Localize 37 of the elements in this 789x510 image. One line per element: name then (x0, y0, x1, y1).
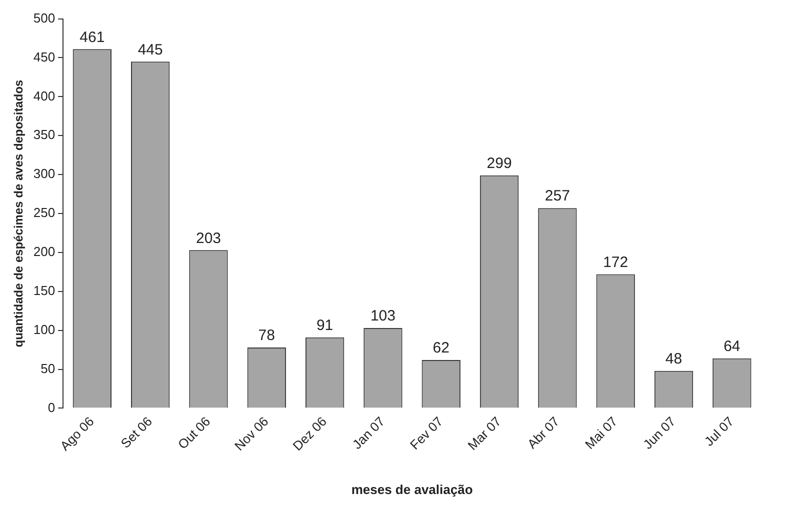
y-tick-label: 500 (33, 10, 56, 26)
data-label: 299 (486, 154, 512, 172)
data-label: 203 (196, 230, 222, 247)
data-label: 103 (370, 308, 396, 325)
data-label: 461 (80, 28, 105, 46)
x-tick-label: Fev 07 (407, 414, 446, 453)
y-tick-label: 450 (33, 49, 56, 64)
x-tick-label: Dez 06 (290, 414, 330, 454)
x-tick-label: Jul 07 (701, 414, 737, 449)
y-tick-label: 250 (33, 205, 56, 220)
x-tick-label: Set 06 (118, 414, 155, 451)
data-label: 91 (316, 317, 334, 334)
y-tick-label: 150 (33, 282, 56, 298)
x-tick-label: Out 06 (174, 414, 214, 452)
x-tick-label: Mar 07 (464, 414, 504, 454)
data-label: 445 (138, 41, 163, 58)
x-tick-label: Jun 07 (640, 414, 678, 452)
y-tick-label: 100 (33, 322, 56, 337)
x-tick-label: Mai 07 (582, 414, 620, 452)
y-tick-label: 50 (40, 360, 56, 376)
x-tick-label: Abr 07 (524, 414, 562, 452)
data-label: 48 (665, 350, 682, 368)
x-tick-label: Nov 06 (232, 414, 272, 454)
y-axis-title: quantidade de espécimes de aves depositados (12, 79, 26, 348)
data-label: 64 (724, 338, 740, 356)
y-tick-label: 350 (33, 127, 56, 142)
x-axis-title: meses de avaliação (351, 482, 473, 497)
y-tick-label: 300 (33, 166, 56, 182)
x-tick-label: Ago 06 (57, 414, 97, 454)
data-label: 78 (258, 327, 275, 344)
y-tick-label: 400 (33, 88, 56, 104)
y-tick-label: 200 (33, 244, 56, 260)
x-tick-label: Jan 07 (349, 414, 388, 452)
y-tick-label: 0 (48, 400, 56, 415)
data-label: 62 (432, 340, 450, 357)
data-label: 257 (544, 188, 570, 205)
data-label: 172 (603, 254, 628, 271)
